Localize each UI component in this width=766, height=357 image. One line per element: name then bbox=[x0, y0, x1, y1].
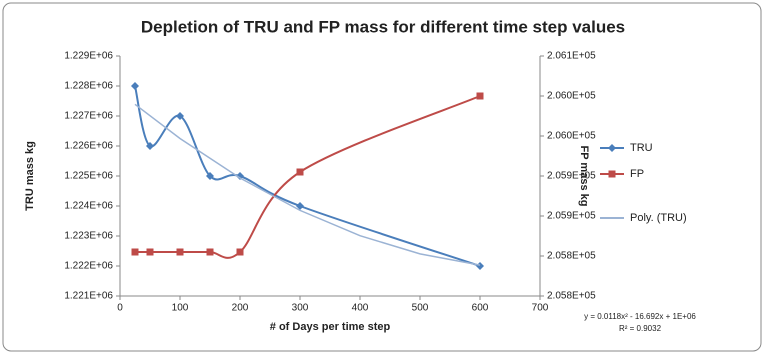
x-tick-label: 300 bbox=[292, 303, 309, 314]
series-line bbox=[134, 103, 481, 266]
data-point bbox=[131, 82, 139, 90]
y-tick-label: 1.227E+06 bbox=[64, 111, 113, 122]
data-point bbox=[476, 92, 484, 100]
data-point bbox=[146, 142, 154, 150]
y-tick-label: 1.223E+06 bbox=[64, 231, 113, 242]
legend-label: TRU bbox=[630, 142, 653, 154]
data-point bbox=[236, 248, 244, 256]
x-axis-title: # of Days per time step bbox=[270, 321, 391, 333]
x-tick-label: 600 bbox=[472, 303, 489, 314]
x-tick-label: 700 bbox=[532, 303, 549, 314]
data-point bbox=[146, 248, 154, 256]
data-point bbox=[206, 248, 214, 256]
y-tick-label: 1.229E+06 bbox=[64, 51, 113, 62]
trend-r2: R² = 0.9032 bbox=[619, 324, 662, 333]
y-tick-label: 1.228E+06 bbox=[64, 81, 113, 92]
data-point bbox=[296, 168, 304, 176]
y2-tick-label: 2.060E+05 bbox=[547, 91, 596, 102]
x-tick-label: 0 bbox=[117, 303, 123, 314]
y2-tick-label: 2.061E+05 bbox=[547, 51, 596, 62]
y2-tick-label: 2.059E+05 bbox=[547, 171, 596, 182]
x-tick-label: 200 bbox=[232, 303, 249, 314]
data-point bbox=[236, 172, 244, 180]
y2-axis-title: FP mass kg bbox=[578, 146, 590, 207]
legend-marker bbox=[608, 144, 616, 152]
x-tick-label: 100 bbox=[172, 303, 189, 314]
y2-tick-label: 2.058E+05 bbox=[547, 291, 596, 302]
y2-tick-label: 2.060E+05 bbox=[547, 131, 596, 142]
y-tick-label: 1.222E+06 bbox=[64, 261, 113, 272]
chart-frame bbox=[2, 2, 762, 352]
y-tick-label: 1.226E+06 bbox=[64, 141, 113, 152]
legend-label: Poly. (TRU) bbox=[630, 212, 687, 224]
legend-label: FP bbox=[630, 168, 644, 180]
data-point bbox=[206, 172, 214, 180]
data-point bbox=[131, 248, 139, 256]
legend-marker bbox=[608, 170, 616, 178]
data-point bbox=[176, 248, 184, 256]
x-tick-label: 400 bbox=[352, 303, 369, 314]
y-tick-label: 1.225E+06 bbox=[64, 171, 113, 182]
y2-tick-label: 2.059E+05 bbox=[547, 211, 596, 222]
data-point bbox=[296, 202, 304, 210]
y2-tick-label: 2.058E+05 bbox=[547, 251, 596, 262]
x-tick-label: 500 bbox=[412, 303, 429, 314]
y-axis-title: TRU mass kg bbox=[24, 141, 36, 211]
chart-title: Depletion of TRU and FP mass for differe… bbox=[141, 17, 625, 36]
trend-equation: y = 0.0118x² - 16.692x + 1E+06 bbox=[584, 312, 696, 321]
y-tick-label: 1.221E+06 bbox=[64, 291, 113, 302]
data-point bbox=[176, 112, 184, 120]
y-tick-label: 1.224E+06 bbox=[64, 201, 113, 212]
